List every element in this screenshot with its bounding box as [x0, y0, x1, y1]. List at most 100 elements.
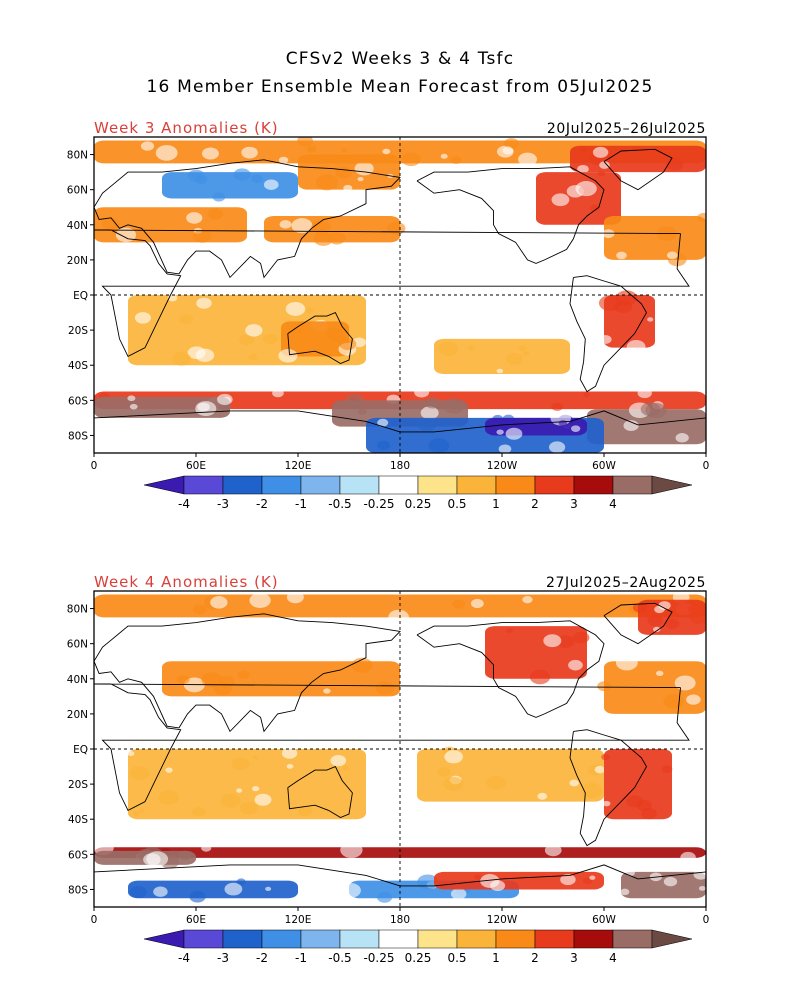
anomaly-speckle [641, 807, 657, 820]
anomaly-speckle [376, 891, 393, 903]
anomaly-speckle [202, 147, 219, 160]
anomaly-speckle [661, 765, 673, 773]
coastline-australia [287, 312, 353, 365]
anomaly-speckle [326, 327, 344, 340]
anomaly-speckle [575, 180, 597, 197]
anomaly-speckle [376, 440, 391, 450]
anomaly-speckle [474, 874, 482, 880]
anomaly-speckle [647, 614, 664, 627]
week3-date-range: 20Jul2025–26Jul2025 [547, 121, 706, 137]
anomaly-speckle [599, 334, 612, 344]
anomaly-speckle [286, 764, 294, 769]
coastline-antarctica [94, 410, 706, 453]
colorbar: -4 -3 -2 -1 -0.5 -0.25 0.25 0.5 1 2 3 4 [143, 929, 693, 965]
anomaly-speckle [176, 675, 190, 685]
anomaly-speckle [623, 420, 639, 432]
anomaly-speckle [158, 790, 180, 805]
anomaly-speckle [272, 389, 284, 398]
colorbar-label: -0.5 [328, 951, 351, 965]
lon-tick-label: 120W [487, 460, 518, 472]
colorbar-band [339, 475, 380, 495]
anomaly-speckle [597, 170, 606, 177]
lon-tick-label: 60E [186, 460, 206, 472]
colorbar-label: -0.25 [363, 951, 394, 965]
anomaly-speckle [640, 402, 661, 417]
anomaly-speckle [480, 874, 500, 888]
lat-tick-label: 20N [67, 709, 88, 721]
lat-tick-label: 80N [67, 150, 88, 162]
anomaly-region [128, 880, 298, 899]
anomaly-speckle [207, 208, 224, 220]
anomaly-speckle [602, 229, 615, 239]
colorbar-band [417, 475, 458, 495]
colorbar-band [261, 929, 302, 949]
anomaly-speckle [132, 810, 140, 816]
anomaly-speckle [523, 351, 530, 356]
anomaly-speckle [297, 137, 313, 147]
coastline-greenland [603, 602, 673, 645]
anomaly-speckle [625, 869, 636, 877]
anomaly-speckle [468, 345, 476, 351]
colorbar: -4 -3 -2 -1 -0.5 -0.25 0.25 0.5 1 2 3 4 [143, 475, 693, 511]
anomaly-speckle [443, 398, 465, 414]
figure-title-line2: 16 Member Ensemble Mean Forecast from 05… [147, 77, 654, 97]
anomaly-speckle [568, 659, 583, 671]
colorbar-label: -4 [178, 951, 190, 965]
anomaly-speckle [129, 885, 147, 899]
anomaly-speckle [420, 406, 439, 420]
anomaly-speckle [265, 886, 272, 892]
colorbar-band [417, 929, 458, 949]
anomaly-speckle [697, 212, 706, 222]
lon-tick-label: 60E [186, 914, 206, 926]
anomaly-speckle [218, 402, 232, 412]
anomaly-speckle [666, 251, 678, 260]
anomaly-speckle [306, 145, 317, 153]
week3-panel-label: Week 3 Anomalies (K) [94, 119, 279, 137]
coastline-south-america [569, 275, 648, 393]
anomaly-speckle [424, 397, 441, 409]
anomaly-speckle [354, 161, 374, 176]
anomaly-speckle [345, 394, 364, 408]
colorbar-label: -3 [217, 951, 229, 965]
anomaly-speckle [437, 767, 451, 777]
anomaly-speckle [551, 193, 570, 207]
anomaly-speckle [291, 218, 313, 234]
anomaly-speckle [443, 776, 464, 792]
colorbar-band [300, 929, 341, 949]
lon-tick-label: 0 [703, 914, 710, 926]
colorbar-label: -3 [217, 497, 229, 511]
anomaly-speckle [263, 179, 279, 190]
anomaly-speckle [252, 755, 259, 760]
anomaly-speckle [139, 808, 145, 813]
anomaly-speckle [115, 227, 137, 243]
colorbar-label: 4 [609, 497, 617, 511]
anomaly-speckle [620, 888, 630, 896]
anomaly-speckle [278, 156, 289, 164]
anomaly-speckle [236, 788, 243, 793]
anomaly-speckle [496, 368, 504, 374]
anomaly-speckle [189, 890, 206, 903]
colorbar-label: 1 [492, 951, 500, 965]
anomaly-speckle [153, 886, 168, 897]
anomaly-region [434, 871, 604, 890]
anomaly-speckle [444, 750, 463, 764]
colorbar-label: 0.25 [405, 951, 432, 965]
colorbar-label: -1 [295, 497, 307, 511]
lon-tick-label: 60W [592, 914, 616, 926]
anomaly-speckle [505, 352, 523, 365]
anomaly-speckle [186, 212, 203, 224]
colorbar-label: -0.5 [328, 497, 351, 511]
lon-tick-label: 180 [390, 460, 410, 472]
anomaly-speckle [450, 888, 467, 900]
anomaly-speckle [382, 148, 391, 155]
coastline-africa [94, 683, 690, 812]
anomaly-speckle [505, 427, 523, 440]
anomaly-speckle [323, 688, 331, 694]
lat-tick-label: 40N [67, 220, 88, 232]
coastline-outlines [94, 148, 706, 453]
anomaly-speckle [245, 324, 263, 337]
anomaly-speckle [212, 192, 226, 202]
anomaly-speckle [388, 609, 409, 625]
anomaly-speckle [233, 168, 251, 181]
